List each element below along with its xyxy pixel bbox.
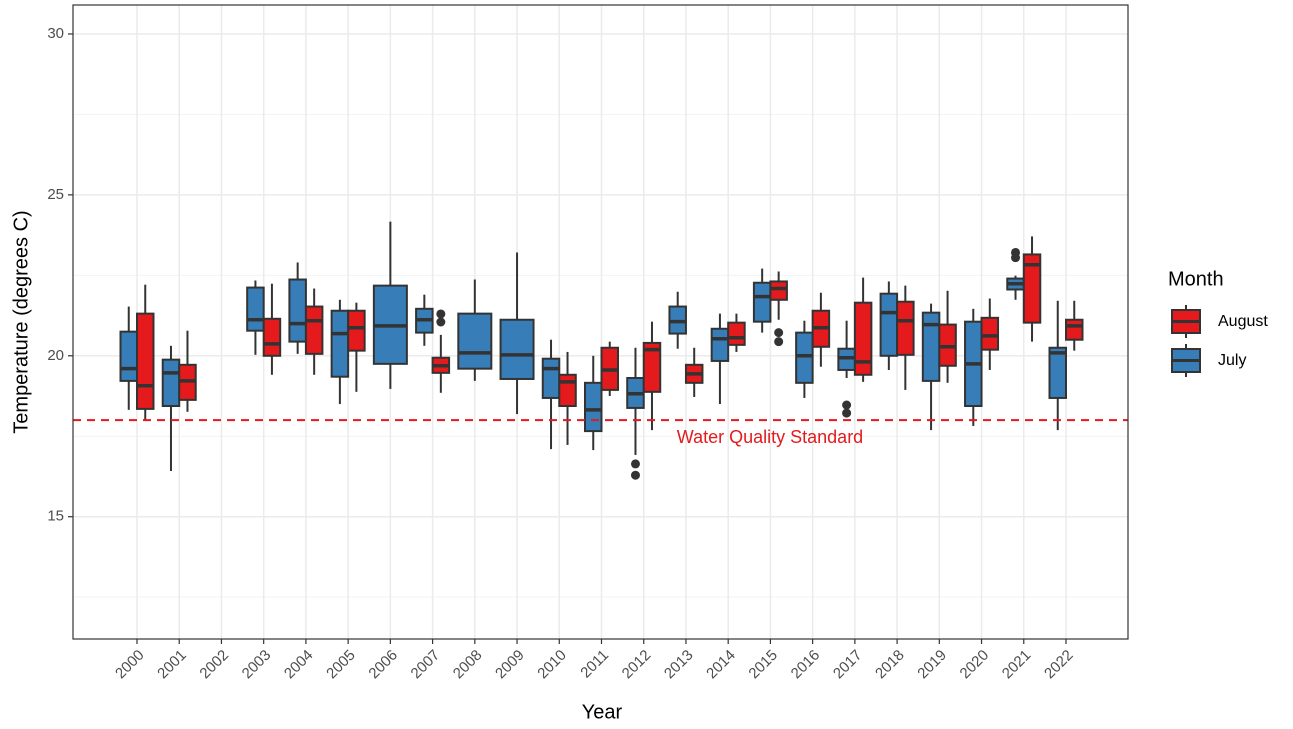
box xyxy=(347,309,366,352)
box xyxy=(769,280,788,301)
box xyxy=(119,330,138,382)
box xyxy=(853,301,873,376)
box xyxy=(879,292,899,357)
y-tick-label: 20 xyxy=(47,347,64,364)
y-tick-label: 25 xyxy=(47,186,64,203)
box xyxy=(558,373,577,407)
box xyxy=(1048,346,1067,399)
outlier xyxy=(842,408,852,418)
box xyxy=(752,281,772,323)
box xyxy=(161,358,181,407)
outlier xyxy=(436,309,446,319)
box xyxy=(980,316,1000,351)
box xyxy=(642,341,662,393)
box xyxy=(710,327,730,362)
box xyxy=(1022,253,1042,324)
outlier xyxy=(774,337,784,347)
outlier xyxy=(774,328,784,338)
box xyxy=(541,357,561,399)
legend-label: August xyxy=(1218,313,1268,330)
box xyxy=(795,331,814,384)
y-tick-label: 15 xyxy=(47,508,64,525)
legend-label: July xyxy=(1218,352,1246,369)
y-tick-label: 30 xyxy=(47,25,64,42)
box xyxy=(136,312,155,410)
box xyxy=(727,321,746,346)
outlier xyxy=(630,470,640,480)
outlier xyxy=(630,459,640,469)
x-axis-title: Year xyxy=(582,701,623,723)
outlier xyxy=(436,317,446,327)
box xyxy=(457,312,493,370)
box xyxy=(262,317,282,357)
box xyxy=(330,309,350,378)
reference-label: Water Quality Standard xyxy=(677,427,863,447)
y-axis-title: Temperature (degrees C) xyxy=(10,210,32,433)
box xyxy=(288,278,307,343)
box xyxy=(304,305,324,355)
outlier xyxy=(842,400,852,410)
panel-border xyxy=(72,4,1129,640)
box xyxy=(1065,318,1084,341)
box xyxy=(584,381,603,433)
outlier xyxy=(1011,253,1021,263)
box xyxy=(499,318,535,380)
legend-title: Month xyxy=(1168,268,1224,290)
box xyxy=(246,286,265,332)
box xyxy=(896,300,915,356)
